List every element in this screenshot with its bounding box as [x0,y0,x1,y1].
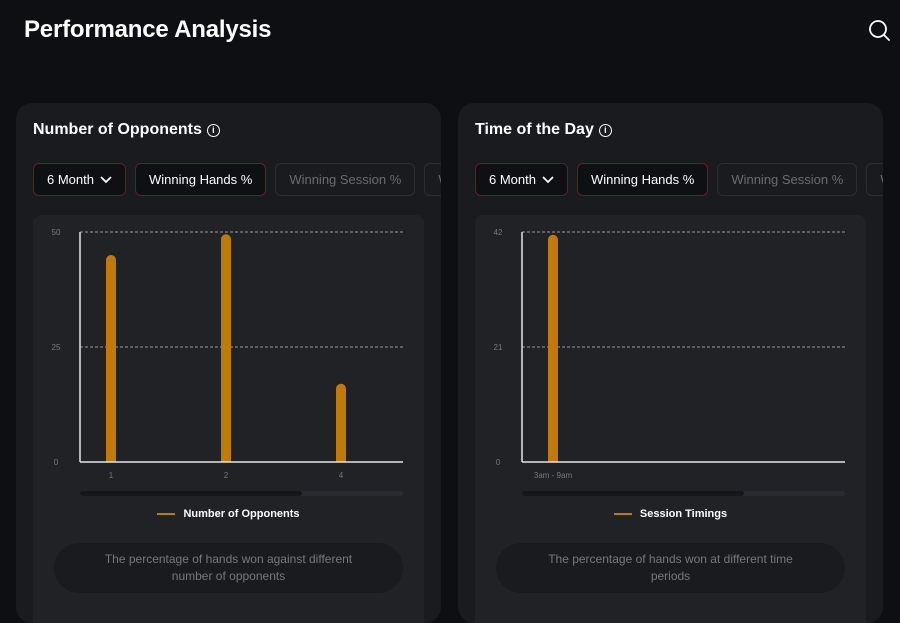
period-label: 6 Month [47,172,94,187]
filter-bar: 6 Month Winning Hands % Winning Session … [475,163,883,196]
tab-winning-session[interactable]: Winning Session % [717,163,858,196]
info-icon[interactable]: i [206,123,220,137]
bar [336,383,346,462]
bar-base [548,456,558,462]
y-tick-label: 42 [494,228,503,237]
tab-winning-hands[interactable]: Winning Hands % [576,163,709,196]
card-title: Time of the Day [475,121,594,138]
bar-base [106,456,116,462]
y-tick-label: 50 [52,228,61,237]
bar-base [221,456,231,462]
legend-label: Number of Opponents [183,508,300,520]
filter-bar: 6 Month Winning Hands % Winning Session … [33,163,441,196]
x-tick-label: 2 [224,471,229,480]
x-tick-label: 3am - 9am [534,471,573,480]
chart-panel: 0 25 50 1 2 4 Number of Opponents The percent… [33,215,424,623]
chart-card: Time of the Day i 6 Month Winning Hands %… [458,103,883,623]
y-tick-label: 25 [52,343,61,352]
y-tick-label: 21 [494,343,503,352]
chart-description: The percentage of hands won at different… [496,543,845,593]
info-icon[interactable]: i [598,123,612,137]
card-title: Number of Opponents [33,121,202,138]
x-tick-label: 4 [339,471,344,480]
legend-swatch [613,513,632,515]
tab-winning-session[interactable]: Winning Session % [275,163,416,196]
bar-chart: 0 21 42 3am - 9am [494,228,845,496]
chart-legend: Session Timings [475,508,866,520]
chart-legend: Number of Opponents [33,508,424,520]
chart-card: Number of Opponents i 6 Month Winning Han… [16,103,441,623]
y-tick-label: 0 [496,458,501,467]
tab-more[interactable]: W [424,163,441,196]
legend-swatch [157,513,176,515]
page-title: Performance Analysis [24,16,272,43]
bar [106,255,116,462]
legend-label: Session Timings [639,508,728,520]
scrollbar-thumb[interactable] [522,491,744,496]
bar [548,234,558,462]
x-tick-label: 1 [109,471,114,480]
chevron-down-icon [100,175,112,183]
search-icon[interactable] [867,18,891,42]
period-dropdown[interactable]: 6 Month [33,163,126,196]
period-dropdown[interactable]: 6 Month [475,163,568,196]
scrollbar-thumb[interactable] [80,491,302,496]
bar-chart: 0 25 50 1 2 4 [52,228,403,496]
chart-description: The percentage of hands won against diff… [54,543,403,593]
period-label: 6 Month [489,172,536,187]
bar-base [336,456,346,462]
chart-panel: 0 21 42 3am - 9am Session Timings The perce… [475,215,866,623]
chevron-down-icon [542,175,554,183]
tab-winning-hands[interactable]: Winning Hands % [134,163,267,196]
bar [221,234,231,462]
y-tick-label: 0 [54,458,59,467]
tab-more[interactable]: W [866,163,883,196]
